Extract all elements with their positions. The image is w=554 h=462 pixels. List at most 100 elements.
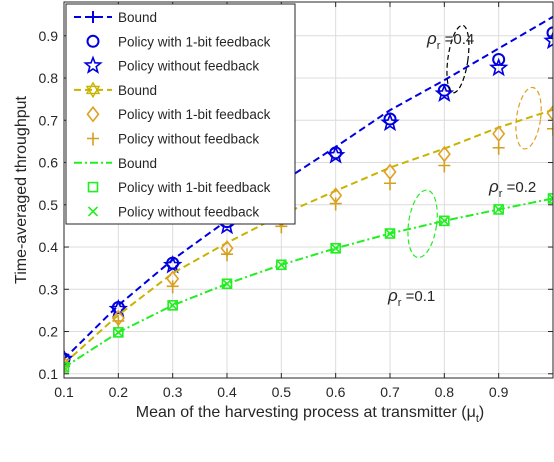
x-tick-label: 0.2: [109, 384, 129, 400]
legend-box: [65, 3, 296, 225]
data-point: [488, 57, 509, 77]
data-point: [276, 259, 287, 270]
data-point: [439, 215, 450, 227]
data-point: [113, 327, 124, 338]
data-point: [167, 300, 178, 311]
data-point: [64, 362, 70, 373]
data-point: [384, 177, 396, 191]
series-square-rho-0.1: [64, 193, 553, 373]
legend-marker: [83, 55, 103, 74]
x-tick-label: 0.5: [272, 384, 292, 400]
x-tick-label: 0.8: [435, 384, 455, 400]
data-point: [221, 248, 233, 262]
legend-marker: [87, 132, 99, 146]
bound-line: [64, 197, 553, 369]
bound-line: [64, 15, 553, 360]
legend: Bound Policy with 1-bit feedback Policy wi…: [65, 3, 296, 225]
legend-marker: [87, 181, 99, 193]
y-tick-label: 0.6: [39, 155, 59, 171]
data-point: [162, 254, 183, 274]
data-point: [384, 228, 396, 239]
legend-marker: [87, 206, 99, 217]
legend-entry: Policy without feedback: [87, 132, 259, 147]
legend-entry: Bound: [74, 81, 157, 99]
x-tick-label: 0.1: [54, 384, 74, 400]
data-point: [276, 259, 287, 271]
legend-marker: [85, 81, 101, 99]
data-point: [547, 122, 553, 136]
y-tick-label: 0.7: [39, 112, 59, 128]
data-point: [547, 193, 553, 204]
x-axis-label: Mean of the harvesting process at transm…: [136, 404, 484, 425]
data-point: [546, 104, 553, 122]
legend-entry: Policy with 1-bit feedback: [86, 105, 271, 123]
legend-label: Policy with 1-bit feedback: [118, 34, 271, 49]
annotation-ellipse: [515, 86, 542, 150]
data-point: [492, 52, 506, 66]
legend-label: Bound: [118, 156, 157, 171]
data-point: [543, 30, 553, 50]
data-point: [384, 228, 396, 239]
legend-entry: Bound: [74, 10, 157, 25]
data-point: [329, 197, 342, 211]
y-tick-label: 0.5: [39, 197, 59, 213]
data-point: [108, 298, 129, 318]
series-cross-rho-0.1: [64, 193, 553, 373]
data-point: [167, 300, 178, 311]
annotation-ellipse: [446, 24, 470, 94]
x-tick-label: 0.4: [217, 384, 237, 400]
legend-label: Policy without feedback: [118, 204, 259, 219]
legend-marker: [87, 11, 99, 23]
annotation-rho-02: ρr =0.2: [488, 177, 536, 200]
data-point: [166, 280, 179, 294]
data-point: [493, 204, 504, 215]
data-point: [330, 243, 341, 254]
data-point: [546, 26, 553, 40]
data-point: [438, 159, 451, 173]
legend-entry: Policy without feedback: [83, 55, 259, 74]
y-tick-label: 0.1: [39, 366, 59, 382]
legend-marker: [86, 105, 100, 123]
data-point: [439, 215, 450, 226]
data-point: [221, 278, 233, 290]
data-point: [64, 348, 74, 368]
legend-label: Bound: [118, 10, 157, 25]
legend-entry: Bound: [74, 156, 157, 171]
data-point: [380, 112, 400, 132]
legend-label: Policy without feedback: [118, 132, 259, 147]
x-tick-label: 0.7: [380, 384, 400, 400]
data-point: [113, 327, 124, 338]
legend-label: Bound: [118, 83, 157, 98]
y-tick-label: 0.2: [39, 324, 59, 340]
legend-entry: Policy without feedback: [87, 204, 259, 219]
legend-label: Policy with 1-bit feedback: [118, 180, 271, 195]
series-plus-rho-0.2: [64, 122, 553, 373]
data-point: [64, 362, 70, 373]
data-point: [221, 278, 233, 289]
x-tick-label: 0.9: [489, 384, 509, 400]
legend-entry: Policy with 1-bit feedback: [87, 180, 271, 195]
plot-frame: [63, 1, 554, 379]
x-tick-label: 0.3: [163, 384, 183, 400]
y-axis-label: Time-averaged throughput: [13, 95, 30, 284]
series-bound-rho-0.1: [64, 197, 553, 369]
annotation-rho-04: ρr =0.4: [426, 29, 474, 52]
series-bound-rho-0.4: [64, 15, 553, 360]
data-point: [493, 204, 504, 215]
data-point: [325, 145, 346, 164]
legend-label: Policy with 1-bit feedback: [118, 107, 271, 122]
y-tick-label: 0.9: [39, 28, 59, 44]
y-tick-label: 0.8: [39, 70, 59, 86]
data-point: [492, 125, 506, 143]
data-point: [547, 193, 553, 204]
y-tick-label: 0.4: [39, 239, 59, 255]
legend-marker: [86, 34, 100, 48]
legend-entry: Policy with 1-bit feedback: [86, 34, 271, 49]
data-point: [492, 141, 505, 155]
x-tick-label: 0.6: [326, 384, 346, 400]
data-point: [112, 314, 125, 328]
legend-label: Policy without feedback: [118, 59, 259, 74]
annotations: ρr =0.4 ρr =0.2 ρr =0.1: [387, 24, 542, 309]
annotation-rho-01: ρr =0.1: [387, 286, 435, 309]
